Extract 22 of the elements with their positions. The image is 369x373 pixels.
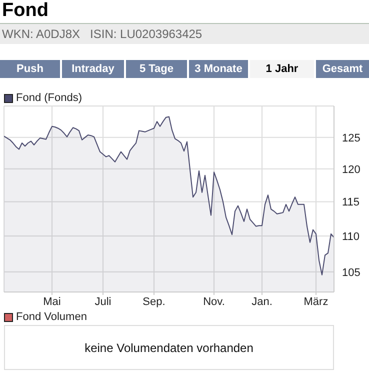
text: Gesamt (316, 60, 369, 78)
x-tick-label: Mai (43, 296, 61, 308)
chart-subtitle: WKN: A0DJ8X ISIN: LU0203963425 (2, 27, 202, 41)
x-tick-label: Juli (94, 296, 112, 308)
text: Fond Volumen (16, 311, 87, 323)
y-tick-label: 110 (342, 230, 360, 243)
y-tick-label: 115 (342, 196, 360, 209)
text: 3 Monate (189, 60, 248, 78)
y-tick-label: 125 (342, 132, 360, 144)
x-tick-label: Sep. (142, 296, 166, 308)
legend-label: Fond (Fonds) (16, 92, 82, 104)
text: 5 Tage (126, 60, 187, 78)
text: Push (0, 60, 60, 78)
y-tick-label: 120 (342, 164, 360, 176)
chart-title: Fond (2, 0, 48, 22)
x-tick-label: März (304, 296, 328, 308)
x-tick-label: Nov. (203, 296, 225, 308)
text: 1 Jahr (250, 60, 314, 78)
text: keine Volumendaten vorhanden (4, 325, 334, 370)
y-tick-label: 105 (342, 266, 360, 279)
x-tick-label: Jan. (252, 296, 272, 308)
text: Intraday (62, 60, 124, 78)
